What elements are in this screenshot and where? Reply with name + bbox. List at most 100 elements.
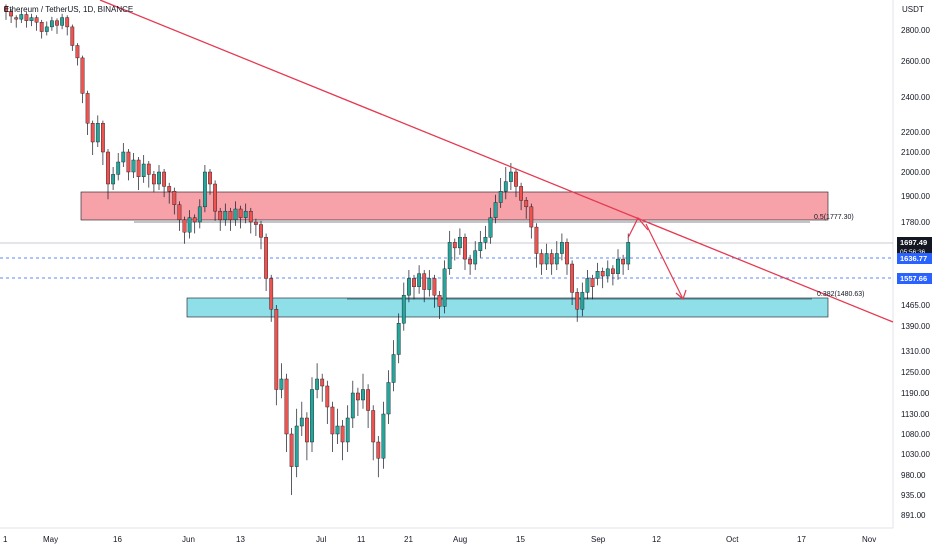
time-axis[interactable]: 1 May 16 Jun 13 Jul 11 21 Aug 15 Sep 12 Oct 17 Nov (3, 535, 876, 544)
price-tick-label: 1900.00 (901, 192, 930, 201)
candle-body (172, 190, 177, 205)
candle-body (269, 278, 274, 310)
candle-body (197, 206, 202, 223)
candle-body (279, 378, 284, 390)
price-tick-label: 1190.00 (901, 389, 930, 398)
candle-body (396, 323, 401, 355)
candle-body (182, 219, 187, 233)
candle-body (65, 17, 70, 28)
candle-body (9, 11, 13, 17)
candle-body (483, 237, 488, 243)
candle-body (621, 258, 626, 265)
candle-body (121, 151, 126, 163)
candle-body (85, 93, 90, 124)
candle-body (616, 258, 620, 274)
price-tick-label: 935.00 (901, 491, 926, 500)
candle-body (90, 123, 95, 143)
candle-body (407, 278, 411, 296)
price-tick-label: 2200.00 (901, 128, 930, 137)
candle-body (14, 17, 19, 20)
candle-body (70, 26, 75, 46)
candle-body (320, 378, 325, 387)
current-price-tag: 1697.49 05:56:36 (897, 237, 932, 257)
candle-body (50, 20, 54, 28)
time-tick-label: 1 (3, 535, 8, 544)
time-tick-label: 13 (236, 535, 245, 544)
candle-body (100, 123, 105, 153)
candle-body (259, 224, 263, 238)
candle-body (330, 406, 335, 435)
currency-label: USDT (902, 5, 924, 14)
time-tick-label: 17 (797, 535, 806, 544)
candle-body (580, 292, 585, 310)
candle-body (19, 14, 24, 20)
support-zone[interactable] (186, 297, 829, 318)
candle-body (560, 242, 564, 254)
candle-body (498, 190, 503, 203)
candle-body (493, 202, 498, 218)
candle-body (151, 174, 156, 185)
candle-body (452, 242, 457, 249)
candle-body (509, 171, 513, 182)
candle-body (167, 186, 172, 192)
candle-body (412, 278, 416, 287)
candle-body (223, 210, 228, 221)
candle-body (442, 268, 447, 307)
fib-label-lower: 0.382(1480.63) (817, 291, 864, 298)
trendline[interactable] (99, 0, 894, 323)
price-tick-label: 980.00 (901, 471, 926, 480)
candle-body (340, 425, 345, 443)
price-axis[interactable]: USDT 2800.00 2600.00 2400.00 2200.00 2100.00 2… (901, 5, 930, 520)
candle-body (570, 263, 575, 293)
candle-body (590, 278, 595, 287)
candle-body (55, 20, 59, 26)
candle-body (565, 242, 569, 265)
candle-body (75, 45, 80, 59)
candle-body (264, 237, 268, 279)
candle-body (141, 163, 146, 178)
price-tick-label: 1250.00 (901, 368, 930, 377)
candle-body (44, 26, 49, 32)
time-tick-label: Oct (726, 535, 739, 544)
candle-body (213, 183, 217, 212)
candle-body (585, 278, 590, 293)
candle-body (243, 210, 248, 218)
resistance-zone[interactable] (80, 191, 829, 221)
candle-body (534, 226, 539, 254)
candle-body (437, 294, 442, 307)
candle-body (162, 171, 166, 187)
candle-body (228, 210, 233, 221)
price-tick-label: 2600.00 (901, 57, 930, 66)
price-tick-label: 1390.00 (901, 322, 930, 331)
price-tick-label: 2100.00 (901, 148, 930, 157)
candle-body (544, 253, 549, 265)
projection-arrow-path[interactable] (645, 223, 684, 300)
time-tick-label: Nov (862, 535, 876, 544)
candle-body (284, 378, 289, 435)
time-tick-label: 11 (357, 535, 366, 544)
candle-body (116, 161, 121, 175)
svg-text:1636.77: 1636.77 (900, 254, 927, 263)
candle-body (80, 57, 85, 94)
projection-arrow-up[interactable] (627, 216, 649, 239)
candle-body (131, 159, 136, 173)
candle-body (575, 292, 580, 310)
candle-body (136, 159, 141, 177)
price-tick-label: 2000.00 (901, 168, 930, 177)
candle-body (468, 258, 472, 265)
candle-body (177, 204, 182, 221)
candle-body (478, 242, 483, 251)
time-tick-label: May (43, 535, 58, 544)
projection-arrow-head (675, 289, 687, 301)
price-tick-label: 1310.00 (901, 347, 930, 356)
fib-label-upper: 0.5(1777.30) (814, 214, 854, 221)
candle-body (529, 206, 534, 228)
candlestick-series (4, 4, 631, 495)
candle-body (294, 425, 299, 467)
candle-body (386, 382, 391, 415)
candle-body (366, 389, 370, 411)
candle-body (626, 242, 631, 265)
candle-body (422, 273, 427, 290)
